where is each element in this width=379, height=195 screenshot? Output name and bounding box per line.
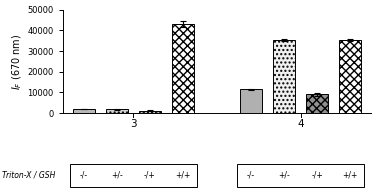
Text: -/-: -/- (247, 171, 255, 180)
Text: 4: 4 (297, 119, 304, 129)
Text: 3: 3 (130, 119, 137, 129)
Bar (106, 109, 128, 113)
Y-axis label: $I_F$ (670 nm): $I_F$ (670 nm) (11, 33, 24, 90)
Text: Triton-X / GSH: Triton-X / GSH (2, 171, 55, 180)
Text: -/+: -/+ (311, 171, 323, 180)
Bar (339, 40, 361, 113)
Text: +/+: +/+ (342, 171, 358, 180)
Bar (273, 40, 295, 113)
Text: +/+: +/+ (175, 171, 191, 180)
Text: -/+: -/+ (144, 171, 156, 180)
Bar (306, 95, 328, 113)
Text: -/-: -/- (80, 171, 88, 180)
Bar (172, 24, 194, 113)
Text: +/-: +/- (278, 171, 290, 180)
Bar (240, 89, 262, 113)
Bar (73, 109, 95, 113)
Bar (139, 111, 161, 113)
Text: +/-: +/- (111, 171, 123, 180)
